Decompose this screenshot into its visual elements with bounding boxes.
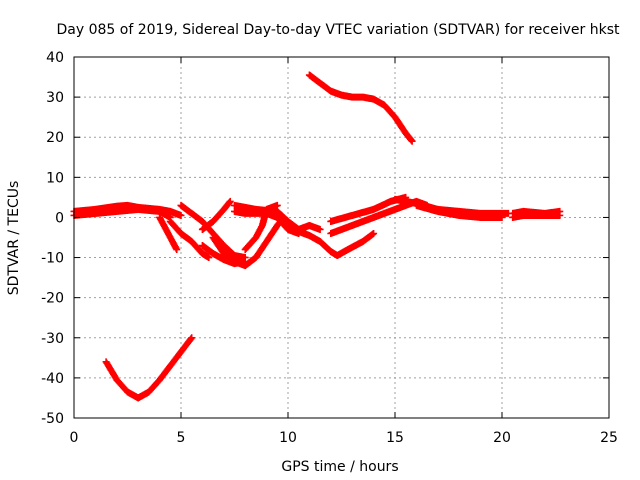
- grid: [74, 57, 609, 418]
- series-trace-flat-lower: [412, 201, 506, 221]
- y-tick-label: 40: [46, 50, 64, 66]
- plot-frame: [73, 56, 610, 419]
- y-tick-label: -10: [41, 251, 64, 267]
- series-markers: [412, 201, 506, 221]
- series-trace-low-arc: [102, 334, 196, 402]
- x-tick-label: 25: [600, 430, 618, 446]
- x-axis-label: GPS time / hours: [281, 459, 398, 475]
- series-trace-dip-a: [156, 213, 181, 254]
- series-markers: [305, 71, 416, 145]
- axis-ticks: 0 5 10 15 20 25 -50 -40 -30 -20 -10 0 10 20 30 40: [41, 50, 618, 446]
- series-trace-dip-b: [166, 217, 213, 262]
- series-trace-high-arc: [305, 71, 416, 145]
- chart-title: Day 085 of 2019, Sidereal Day-to-day VTE…: [57, 22, 620, 38]
- y-tick-label: -50: [41, 411, 64, 427]
- series-markers: [284, 221, 378, 260]
- series-markers: [102, 334, 196, 402]
- series-trace-valley: [284, 221, 378, 260]
- y-tick-label: 30: [46, 90, 64, 106]
- x-tick-label: 15: [386, 430, 404, 446]
- y-tick-label: 20: [46, 130, 64, 146]
- series-markers: [209, 213, 288, 270]
- y-tick-label: -40: [41, 371, 64, 387]
- y-tick-label: -20: [41, 291, 64, 307]
- series-trace-mid-a: [198, 197, 234, 233]
- x-tick-label: 20: [493, 430, 511, 446]
- y-tick-label: -30: [41, 331, 64, 347]
- y-axis-label: SDTVAR / TECUs: [6, 181, 22, 296]
- series-trace-tail-lower: [509, 211, 564, 221]
- series-markers: [198, 197, 234, 233]
- series-markers: [156, 213, 181, 254]
- series-markers: [166, 217, 213, 262]
- x-tick-label: 0: [70, 430, 79, 446]
- series-trace-mid-c: [209, 213, 288, 270]
- x-tick-label: 10: [279, 430, 297, 446]
- series-markers: [509, 211, 564, 221]
- y-tick-label: 0: [55, 210, 64, 226]
- x-tick-label: 5: [177, 430, 186, 446]
- y-tick-label: 10: [46, 170, 64, 186]
- data-marks: [70, 71, 564, 402]
